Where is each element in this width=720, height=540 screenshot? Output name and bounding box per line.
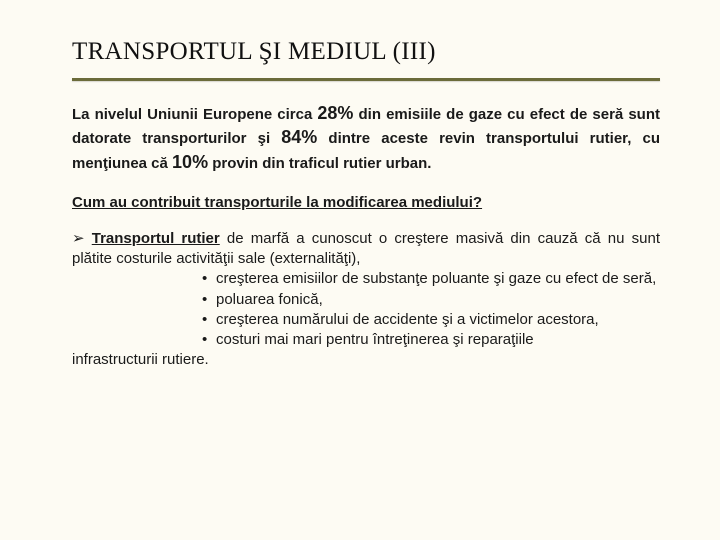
bullet-item: poluarea fonică, bbox=[202, 290, 660, 310]
intro-pct-1: 28% bbox=[317, 103, 353, 123]
intro-paragraph: La nivelul Uniunii Europene circa 28% di… bbox=[72, 101, 660, 174]
lead-strong: Transportul rutier bbox=[92, 230, 220, 247]
arrow-icon: ➢ bbox=[72, 230, 92, 247]
intro-text-1: La nivelul Uniunii Europene circa bbox=[72, 106, 317, 123]
body-block: ➢ Transportul rutier de marfă a cunoscut… bbox=[72, 229, 660, 371]
intro-pct-2: 84% bbox=[281, 127, 317, 147]
bullet-item: creşterea emisiilor de substanţe poluant… bbox=[202, 269, 660, 289]
title-underline bbox=[72, 78, 660, 81]
bullet-item: costuri mai mari pentru întreţinerea şi … bbox=[202, 330, 660, 350]
intro-text-4: provin din traficul rutier urban. bbox=[208, 155, 431, 172]
tail-line: infrastructurii rutiere. bbox=[72, 350, 660, 370]
intro-pct-3: 10% bbox=[172, 152, 208, 172]
lead-line: ➢ Transportul rutier de marfă a cunoscut… bbox=[72, 229, 660, 270]
bullet-list: creşterea emisiilor de substanţe poluant… bbox=[72, 269, 660, 350]
slide-title: TRANSPORTUL ŞI MEDIUL (III) bbox=[72, 38, 660, 66]
question-heading: Cum au contribuit transporturile la modi… bbox=[72, 194, 660, 211]
slide: TRANSPORTUL ŞI MEDIUL (III) La nivelul U… bbox=[0, 0, 720, 540]
bullet-item: creşterea numărului de accidente şi a vi… bbox=[202, 310, 660, 330]
